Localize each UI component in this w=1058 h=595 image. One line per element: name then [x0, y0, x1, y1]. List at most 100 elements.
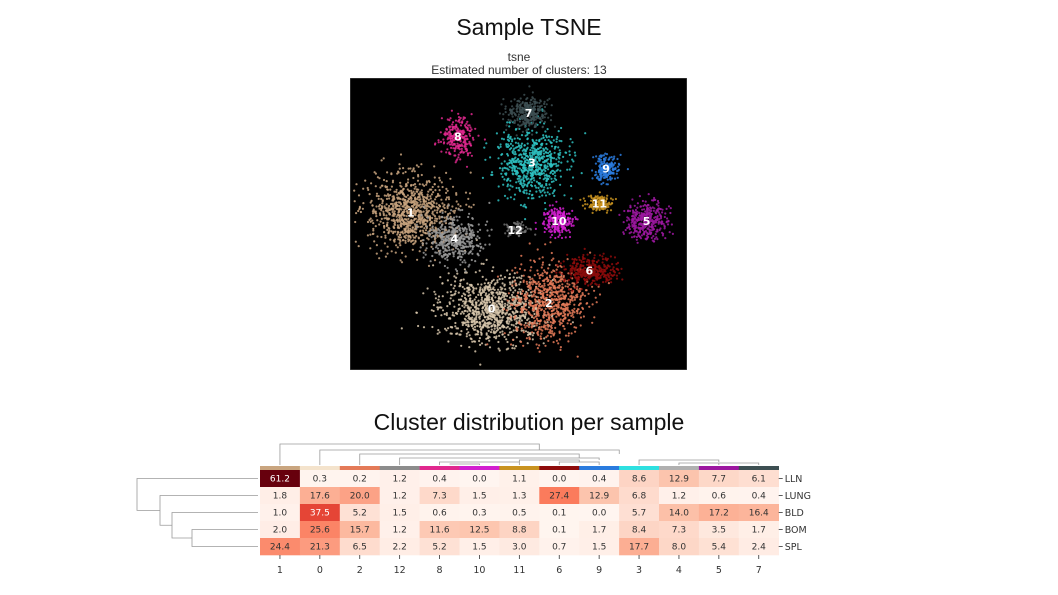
heatmap-cell-value: 0.4 [752, 492, 767, 502]
column-color-6 [539, 466, 580, 470]
heatmap-cell-value: 5.2 [432, 543, 446, 553]
heatmap-cell-value: 0.5 [512, 509, 526, 519]
heatmap-cell [738, 470, 779, 488]
heatmap-cell-value: 6.1 [752, 475, 766, 485]
tsne-cluster-9 [591, 152, 629, 186]
column-label-3: 3 [636, 565, 642, 576]
heatmap-cell-value: 8.6 [632, 475, 647, 485]
column-label-5: 5 [716, 565, 722, 576]
heatmap-cell-value: 3.0 [512, 543, 527, 553]
heatmap-cell-value: 12.5 [469, 526, 489, 536]
heatmap-cell-value: 17.2 [709, 509, 729, 519]
tsne-cluster-label: 7 [525, 107, 533, 120]
heatmap-cell [659, 487, 700, 505]
heatmap-cell [659, 504, 700, 522]
tsne-cluster-8 [433, 109, 486, 168]
column-color-12 [379, 466, 420, 470]
heatmap-cell [459, 487, 500, 505]
column-color-1 [260, 466, 301, 470]
column-color-9 [579, 466, 620, 470]
heatmap-cell [499, 521, 540, 539]
tsne-cluster-3 [481, 108, 587, 221]
heatmap-cell [698, 470, 740, 488]
tsne-points-layer [353, 85, 674, 366]
heatmap-cell [499, 504, 540, 522]
tsne-cluster-0 [400, 238, 574, 366]
heatmap-cell-value: 0.6 [432, 509, 447, 519]
heatmap-cell [339, 521, 380, 539]
tsne-cluster-label: 2 [545, 297, 553, 310]
heatmap-cell [619, 538, 660, 556]
heatmap-cell-value: 6.8 [632, 492, 647, 502]
heatmap-cell-value: 16.4 [749, 509, 769, 519]
column-label-6: 6 [556, 565, 562, 576]
heatmap-cell [459, 521, 500, 539]
heatmap-cell-value: 15.7 [350, 526, 370, 536]
heatmap-cell-value: 20.0 [350, 492, 370, 502]
heatmap-cell [339, 538, 380, 556]
heatmap-cell [379, 470, 420, 488]
heatmap-cell-value: 12.9 [669, 475, 689, 485]
heatmap-cell-value: 14.0 [669, 509, 689, 519]
row-label-BOM: BOM [785, 525, 807, 536]
heatmap-cell [260, 470, 301, 488]
heatmap-cell [459, 504, 500, 522]
column-label-1: 1 [277, 565, 283, 576]
column-color-bar [260, 466, 779, 470]
heatmap-cell [619, 521, 660, 539]
heatmap-cell-value: 1.5 [592, 543, 606, 553]
tsne-cluster-5 [618, 193, 674, 244]
column-color-4 [659, 466, 700, 470]
heatmap-cell [579, 470, 620, 488]
heatmap-cell [499, 470, 540, 488]
heatmap-cell-value: 0.7 [552, 543, 566, 553]
tsne-cluster-11 [579, 191, 617, 214]
heatmap-cell [339, 487, 380, 505]
heatmap-cell [260, 487, 301, 505]
heatmap-title: Cluster distribution per sample [373, 409, 685, 435]
heatmap-cell-value: 17.6 [310, 492, 330, 502]
heatmap-cell [738, 504, 779, 522]
heatmap-cell-value: 1.0 [273, 509, 288, 519]
heatmap-cell [299, 470, 341, 488]
dendrograms [136, 443, 760, 547]
heatmap-cell-value: 0.0 [552, 475, 567, 485]
heatmap-cell-value: 7.7 [712, 475, 726, 485]
heatmap-cell-value: 1.2 [392, 475, 406, 485]
heatmap-cell [379, 521, 420, 539]
heatmap-cell [419, 470, 460, 488]
column-label-8: 8 [437, 565, 443, 576]
heatmap-cell [619, 504, 660, 522]
heatmap-cell [659, 538, 700, 556]
tsne-cluster-12 [503, 220, 537, 238]
heatmap-cell [539, 538, 580, 556]
heatmap-cell-value: 25.6 [310, 526, 330, 536]
heatmap-cell [299, 487, 341, 505]
heatmap-cell [339, 504, 380, 522]
heatmap-cell-value: 1.5 [472, 492, 486, 502]
heatmap-cell [459, 470, 500, 488]
column-label-2: 2 [357, 565, 363, 576]
tsne-cluster-label: 9 [602, 163, 610, 176]
heatmap-cell [379, 538, 420, 556]
heatmap-cell [698, 504, 740, 522]
heatmap-cell-value: 2.4 [752, 543, 767, 553]
column-color-11 [499, 466, 540, 470]
heatmap-cell [299, 504, 341, 522]
tsne-cluster-count-label: Estimated number of clusters: 13 [431, 63, 607, 77]
tsne-cluster-label: 4 [451, 233, 459, 246]
heatmap-cell [579, 538, 620, 556]
heatmap-cell-value: 6.5 [353, 543, 367, 553]
heatmap-cell-value: 7.3 [432, 492, 446, 502]
column-label-9: 9 [596, 565, 602, 576]
heatmap-cell-value: 8.0 [672, 543, 687, 553]
column-labels: 1 0 2 12 8 10 11 6 9 3 4 5 7 [277, 555, 762, 576]
heatmap-cell-value: 0.3 [313, 475, 327, 485]
column-color-8 [419, 466, 460, 470]
heatmap-cell [539, 470, 580, 488]
heatmap-cell-value: 0.2 [353, 475, 367, 485]
heatmap-cell [698, 521, 740, 539]
heatmap-cell-value: 3.5 [712, 526, 726, 536]
heatmap-cell [499, 487, 540, 505]
